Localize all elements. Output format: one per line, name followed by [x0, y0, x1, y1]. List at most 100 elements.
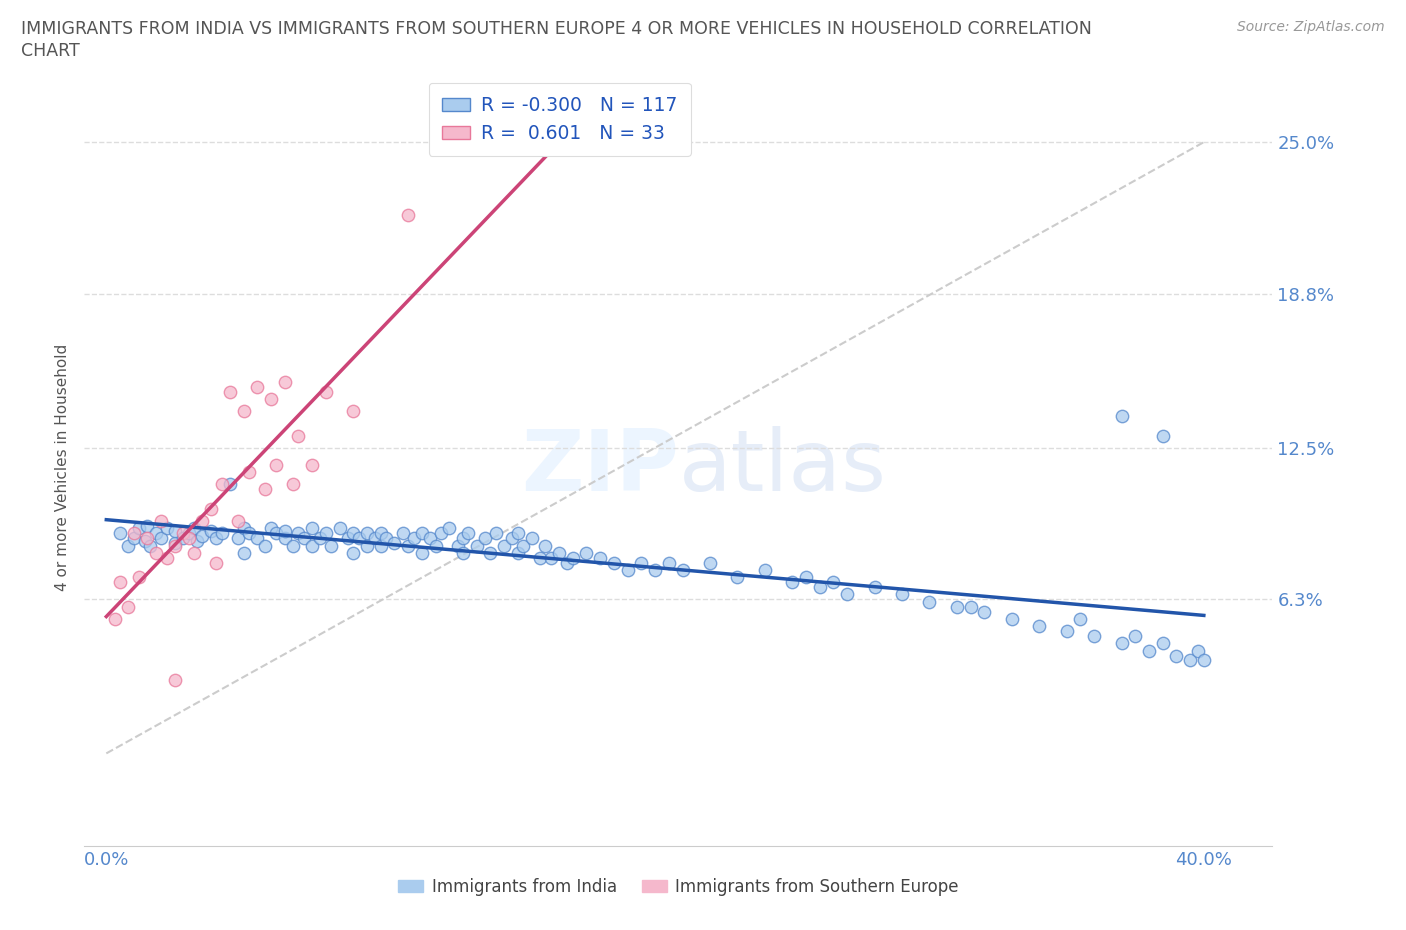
Point — [260, 521, 283, 536]
Point — [1137, 644, 1160, 658]
Point — [347, 531, 370, 546]
Point — [238, 465, 260, 480]
Point — [1111, 408, 1133, 423]
Point — [211, 477, 233, 492]
Point — [959, 599, 981, 614]
Point — [370, 525, 392, 540]
Point — [177, 531, 200, 546]
Point — [837, 587, 859, 602]
Point — [183, 521, 205, 536]
Point — [328, 521, 350, 536]
Point — [589, 551, 612, 565]
Point — [226, 513, 249, 528]
Point — [108, 525, 131, 540]
Point — [754, 563, 776, 578]
Point — [699, 555, 721, 570]
Point — [301, 458, 323, 472]
Point — [1152, 636, 1174, 651]
Point — [1192, 653, 1215, 668]
Point — [103, 612, 125, 627]
Point — [134, 533, 156, 548]
Point — [630, 555, 652, 570]
Point — [973, 604, 995, 619]
Point — [136, 519, 159, 534]
Point — [156, 551, 179, 565]
Point — [370, 538, 392, 553]
Text: atlas: atlas — [679, 426, 886, 509]
Point — [145, 525, 167, 540]
Point — [150, 531, 173, 546]
Point — [575, 546, 598, 561]
Point — [128, 570, 150, 585]
Point — [287, 428, 309, 443]
Y-axis label: 4 or more Vehicles in Household: 4 or more Vehicles in Household — [55, 344, 70, 591]
Point — [186, 533, 208, 548]
Point — [292, 531, 315, 546]
Point — [391, 525, 413, 540]
Point — [529, 551, 551, 565]
Point — [439, 521, 461, 536]
Point — [136, 531, 159, 546]
Point — [430, 525, 453, 540]
Point — [946, 599, 969, 614]
Point — [342, 546, 364, 561]
Point — [218, 384, 240, 399]
Point — [644, 563, 666, 578]
Point — [534, 538, 557, 553]
Point — [1028, 618, 1050, 633]
Point — [260, 392, 283, 406]
Point — [200, 524, 222, 538]
Point — [808, 579, 831, 594]
Point — [425, 538, 447, 553]
Point — [246, 379, 269, 394]
Point — [671, 563, 693, 578]
Point — [336, 531, 359, 546]
Point — [1166, 648, 1188, 663]
Point — [1083, 629, 1105, 644]
Point — [301, 538, 323, 553]
Point — [145, 546, 167, 561]
Point — [342, 525, 364, 540]
Point — [364, 531, 387, 546]
Point — [780, 575, 803, 590]
Point — [108, 575, 131, 590]
Point — [506, 525, 529, 540]
Point — [411, 546, 433, 561]
Point — [177, 525, 200, 540]
Point — [1178, 653, 1201, 668]
Point — [150, 513, 173, 528]
Point — [501, 531, 523, 546]
Point — [281, 477, 304, 492]
Point — [1123, 629, 1146, 644]
Point — [266, 458, 288, 472]
Point — [232, 404, 254, 418]
Point — [506, 546, 529, 561]
Point — [384, 536, 406, 551]
Point — [474, 531, 496, 546]
Point — [301, 521, 323, 536]
Point — [512, 538, 534, 553]
Point — [520, 531, 543, 546]
Point — [172, 525, 194, 540]
Point — [863, 579, 886, 594]
Point — [918, 594, 941, 609]
Point — [1152, 428, 1174, 443]
Point — [218, 477, 240, 492]
Point — [1069, 612, 1091, 627]
Point — [232, 521, 254, 536]
Point — [494, 538, 516, 553]
Point — [281, 538, 304, 553]
Point — [891, 587, 914, 602]
Point — [794, 570, 817, 585]
Point — [254, 538, 277, 553]
Text: Source: ZipAtlas.com: Source: ZipAtlas.com — [1237, 20, 1385, 34]
Point — [603, 555, 626, 570]
Point — [396, 538, 419, 553]
Point — [122, 525, 145, 540]
Point — [561, 551, 583, 565]
Point — [1056, 624, 1078, 639]
Point — [451, 546, 474, 561]
Point — [205, 555, 228, 570]
Point — [451, 531, 474, 546]
Point — [232, 546, 254, 561]
